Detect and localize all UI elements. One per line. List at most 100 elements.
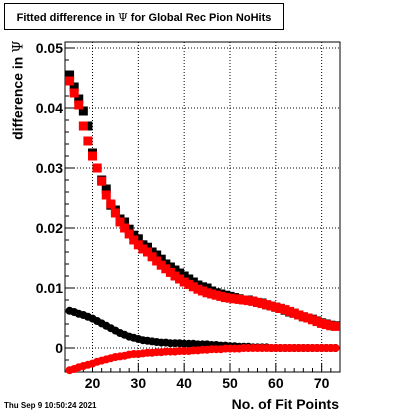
y-tick-label: 0.03 xyxy=(36,160,63,176)
psi-symbol: Ψ xyxy=(118,11,128,24)
y-tick-label: 0.05 xyxy=(36,40,63,56)
series-0-point xyxy=(147,247,157,257)
axis-ticks: 20 30 40 50 60 70 0 0.01 0.02 0.03 0.04 0.05 xyxy=(36,40,341,391)
series-1-point xyxy=(317,318,327,328)
y-axis-psi-symbol: Ψ xyxy=(10,40,27,53)
series-1-point xyxy=(294,310,304,320)
series-1-point xyxy=(97,176,107,186)
series-1-point xyxy=(243,296,253,306)
series-1-point xyxy=(239,295,249,305)
y-axis-label-text: difference in xyxy=(9,56,26,140)
series-0-point xyxy=(156,254,166,264)
series-1-point xyxy=(188,282,198,292)
series-1-point xyxy=(156,260,166,270)
series-1-point xyxy=(129,235,139,245)
series-0-point xyxy=(78,106,88,116)
series-1-point xyxy=(193,284,203,294)
x-axis-label: No. of Fit Points xyxy=(231,396,339,412)
series-1-point xyxy=(211,290,221,300)
series-1-point xyxy=(303,313,313,323)
series-0-point xyxy=(101,184,111,194)
series-1-point xyxy=(207,289,217,299)
series-1-point xyxy=(106,199,116,209)
series-1-point xyxy=(234,294,244,304)
series-1-point xyxy=(101,190,111,200)
series-1-point xyxy=(161,264,171,274)
series-1-point xyxy=(69,88,79,98)
series-1-point xyxy=(330,321,340,331)
series-1-point xyxy=(308,315,317,325)
series-1-point xyxy=(220,293,230,303)
series-1-point xyxy=(165,267,175,277)
series-0-point xyxy=(133,234,143,244)
series-1-point xyxy=(262,300,272,310)
series-1-point xyxy=(179,277,189,287)
x-tick-label: 60 xyxy=(268,375,284,391)
series-0-point xyxy=(74,94,84,104)
series-0-point xyxy=(124,224,134,234)
title-suffix: for Global Rec Pion NoHits xyxy=(130,12,272,24)
x-tick-label: 50 xyxy=(222,375,238,391)
x-tick-label: 40 xyxy=(176,375,192,391)
series-1-point xyxy=(216,291,226,301)
chart-title-box: Fitted difference in Ψ for Global Rec Pi… xyxy=(4,3,284,30)
series-1-point xyxy=(248,296,258,306)
series-1-point xyxy=(202,288,212,298)
series-1-point xyxy=(175,274,185,284)
series-1-point xyxy=(133,240,143,250)
y-axis-label: difference in Ψ xyxy=(10,41,27,151)
x-tick-label: 20 xyxy=(85,375,101,391)
series-1-point xyxy=(83,136,93,146)
chart-title: Fitted difference in Ψ for Global Rec Pi… xyxy=(5,11,283,24)
series-1-point xyxy=(275,303,285,313)
series-1-point xyxy=(289,308,299,318)
series-0-point xyxy=(143,242,152,252)
y-tick-label: 0.01 xyxy=(36,280,63,296)
y-tick-label: 0.02 xyxy=(36,220,63,236)
series-1-point xyxy=(152,256,162,266)
timestamp: Thu Sep 9 10:50:24 2021 xyxy=(4,401,97,410)
series-1-point xyxy=(88,151,97,161)
series-0-point xyxy=(161,259,171,269)
series-1-point xyxy=(74,100,84,110)
series-0-point xyxy=(129,230,139,240)
series-0-point xyxy=(65,70,75,80)
x-tick-label: 30 xyxy=(131,375,147,391)
title-prefix: Fitted difference in xyxy=(16,12,116,24)
series-1-point xyxy=(198,286,207,296)
series-0-point xyxy=(152,250,162,260)
series-1-point xyxy=(298,312,308,322)
series-1-point xyxy=(78,121,88,131)
series-1-point xyxy=(266,301,276,311)
series-0-point xyxy=(120,217,130,227)
series-1-point xyxy=(110,208,120,218)
series-0-point xyxy=(175,268,185,278)
series-1-point xyxy=(253,297,262,307)
series-0-point xyxy=(202,283,212,293)
series-0-point xyxy=(83,121,93,131)
series-1-point xyxy=(147,252,157,262)
series-0-point xyxy=(165,262,175,272)
series-1-point xyxy=(138,244,148,254)
series-1-point xyxy=(92,163,102,173)
series-1-point xyxy=(280,305,290,315)
series-1-point xyxy=(124,229,134,239)
series-1-point xyxy=(170,271,180,281)
series-1-point xyxy=(321,320,331,330)
series-3-point xyxy=(331,344,340,352)
series-0-point xyxy=(188,277,198,287)
data-series xyxy=(65,70,340,375)
series-1-point xyxy=(257,299,267,309)
y-tick-label: 0 xyxy=(55,340,63,356)
series-1-point xyxy=(326,321,336,331)
series-1-point xyxy=(225,293,235,303)
series-1-point xyxy=(285,306,295,316)
series-1-point xyxy=(312,317,322,327)
series-1-point xyxy=(230,294,240,304)
series-1-point xyxy=(120,223,130,233)
grid-lines xyxy=(65,42,340,372)
series-1-point xyxy=(143,247,152,257)
series-1-point xyxy=(271,302,281,312)
series-1-point xyxy=(115,217,125,227)
